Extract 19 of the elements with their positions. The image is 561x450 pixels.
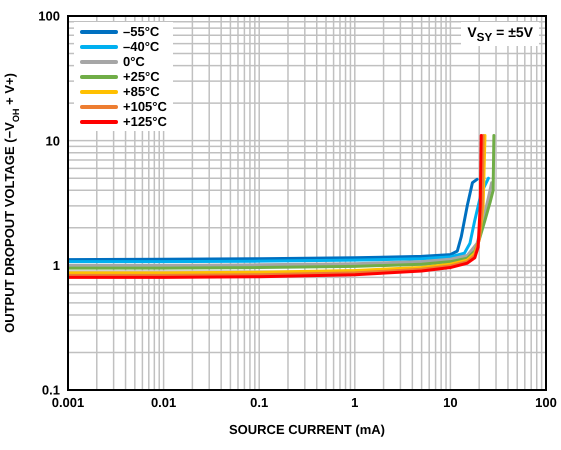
annotation: V$_{SY}$ = ±5V [467, 24, 533, 44]
y-tick-label: 1 [52, 258, 60, 273]
legend-label: +25°C [123, 69, 160, 84]
y-tick-label: 10 [46, 133, 60, 148]
x-tick-label: 1 [351, 395, 358, 410]
x-tick-label: 0.1 [250, 395, 268, 410]
legend-label: 0°C [123, 54, 145, 69]
y-tick-label: 100 [38, 8, 60, 24]
legend-label: –40°C [123, 39, 160, 54]
x-axis-title: SOURCE CURRENT (mA) [229, 422, 385, 437]
legend-label: +125°C [123, 114, 167, 129]
x-tick-label: 0.001 [52, 395, 84, 410]
y-tick-label: 0.1 [42, 382, 60, 398]
legend-label: +85°C [123, 84, 160, 99]
legend-label: –55°C [123, 24, 160, 39]
x-tick-label: 0.01 [150, 395, 176, 410]
x-tick-label: 10 [443, 395, 458, 410]
legend-label: +105°C [123, 99, 167, 114]
x-tick-label: 100 [535, 395, 557, 410]
